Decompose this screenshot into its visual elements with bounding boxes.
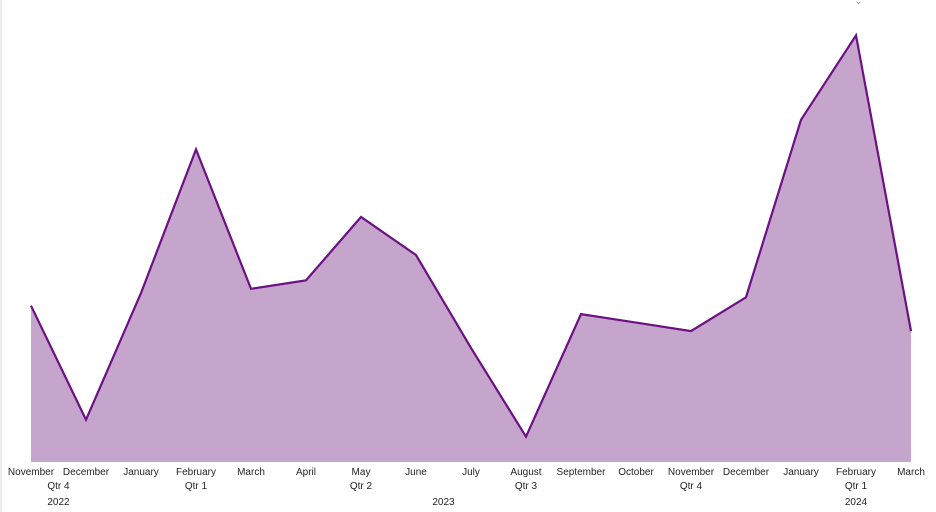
plot-area bbox=[27, 31, 915, 462]
data-point[interactable] bbox=[247, 285, 255, 293]
data-point[interactable] bbox=[467, 344, 475, 352]
data-point[interactable] bbox=[632, 319, 640, 327]
quarter-tick-label: Qtr 3 bbox=[515, 481, 538, 492]
series-line bbox=[30, 32, 913, 439]
month-tick-label: February bbox=[176, 467, 216, 478]
month-tick-label: January bbox=[783, 467, 819, 478]
data-point[interactable] bbox=[82, 416, 90, 424]
quarter-tick-label: Qtr 4 bbox=[47, 481, 70, 492]
month-tick-label: March bbox=[237, 467, 265, 478]
data-point[interactable] bbox=[852, 31, 860, 39]
quarter-tick-label: Qtr 1 bbox=[845, 481, 868, 492]
series-area bbox=[31, 35, 911, 462]
month-tick-label: April bbox=[296, 467, 316, 478]
data-point[interactable] bbox=[907, 327, 915, 335]
data-point[interactable] bbox=[797, 116, 805, 124]
month-tick-label: August bbox=[510, 467, 541, 478]
data-point[interactable] bbox=[27, 302, 35, 310]
quarter-tick-label: Qtr 4 bbox=[680, 481, 703, 492]
month-tick-label: December bbox=[723, 467, 770, 478]
month-tick-label: March bbox=[897, 467, 925, 478]
month-tick-label: June bbox=[405, 467, 427, 478]
year-tick-label: 2022 bbox=[47, 497, 70, 508]
month-tick-label: December bbox=[63, 467, 110, 478]
month-tick-label: February bbox=[836, 467, 876, 478]
month-tick-label: January bbox=[123, 467, 159, 478]
x-axis: November December January February March Apri… bbox=[8, 467, 925, 508]
data-point[interactable] bbox=[302, 276, 310, 284]
month-tick-label: November bbox=[8, 467, 55, 478]
data-point[interactable] bbox=[357, 213, 365, 221]
month-tick-label: November bbox=[668, 467, 715, 478]
data-point[interactable] bbox=[192, 145, 200, 153]
data-point[interactable] bbox=[412, 251, 420, 259]
data-point[interactable] bbox=[742, 293, 750, 301]
quarter-tick-label: Qtr 2 bbox=[350, 481, 373, 492]
data-point[interactable] bbox=[687, 327, 695, 335]
data-point[interactable] bbox=[577, 310, 585, 318]
visual-header-icons[interactable]: ⌃⌃⌃ ⌄ bbox=[826, 0, 863, 7]
month-tick-label: October bbox=[618, 467, 654, 478]
month-tick-label: September bbox=[557, 467, 607, 478]
quarter-tick-label: Qtr 1 bbox=[185, 481, 208, 492]
data-point[interactable] bbox=[522, 433, 530, 441]
year-tick-label: 2023 bbox=[432, 497, 455, 508]
month-tick-label: July bbox=[462, 467, 480, 478]
data-point[interactable] bbox=[137, 289, 145, 297]
month-tick-label: May bbox=[352, 467, 371, 478]
year-tick-label: 2024 bbox=[845, 497, 868, 508]
